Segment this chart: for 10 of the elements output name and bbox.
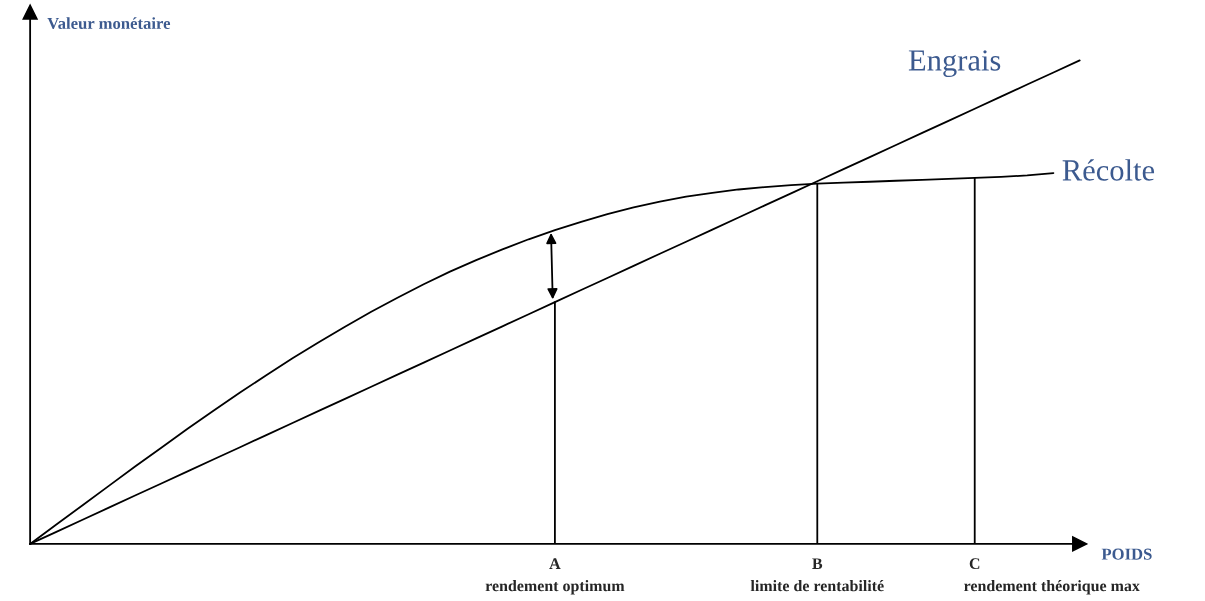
- annotation: rendement optimum: [485, 580, 625, 595]
- x-tick-label: A: [549, 558, 561, 569]
- series-label: Engrais: [908, 50, 1001, 78]
- y-axis-title: Valeur monétaire: [47, 17, 171, 30]
- annotation: rendement théorique max: [964, 580, 1140, 595]
- x-tick-label: B: [812, 558, 823, 569]
- annotation: limite de rentabilité: [750, 580, 884, 592]
- x-tick-label: C: [969, 558, 980, 570]
- series-label: Récolte: [1062, 159, 1155, 181]
- x-axis-title: POIDS: [1101, 548, 1152, 560]
